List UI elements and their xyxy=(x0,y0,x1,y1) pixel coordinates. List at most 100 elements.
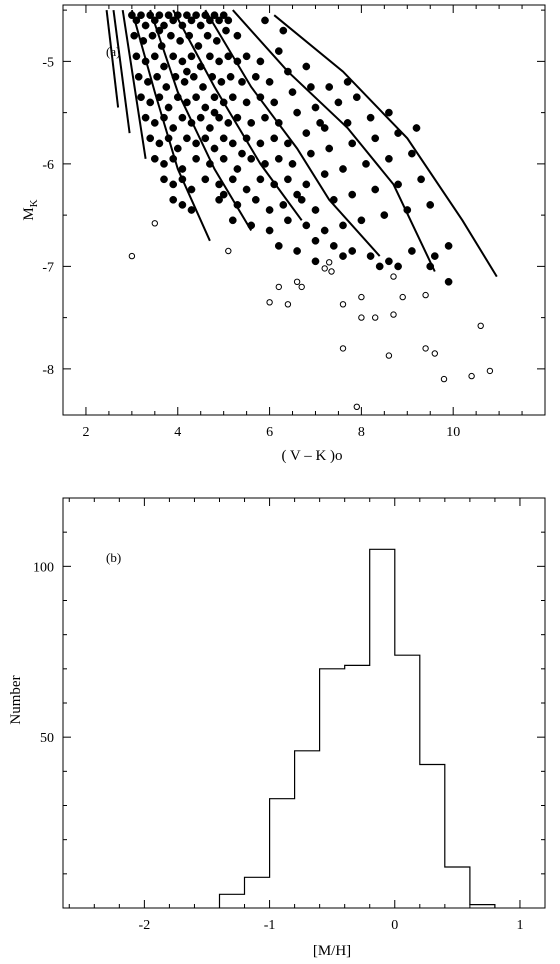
filled-point xyxy=(233,165,242,173)
filled-point xyxy=(153,72,161,81)
filled-point xyxy=(169,52,178,61)
plot-frame-b xyxy=(62,497,546,909)
filled-point xyxy=(208,72,217,81)
filled-point xyxy=(426,262,435,271)
filled-point xyxy=(148,31,157,40)
open-point xyxy=(486,367,494,375)
filled-point xyxy=(164,134,173,143)
filled-point xyxy=(219,11,228,20)
open-point xyxy=(358,293,365,301)
svg-text:MK: MK xyxy=(21,199,40,220)
filled-point xyxy=(426,201,435,209)
x-tick-label-a: 2 xyxy=(82,425,89,440)
filled-point xyxy=(160,113,168,122)
filled-point xyxy=(187,185,196,194)
filled-point xyxy=(150,16,159,25)
filled-point xyxy=(192,139,200,148)
filled-point xyxy=(362,160,370,168)
filled-point xyxy=(203,31,212,40)
open-point xyxy=(390,311,397,318)
filled-point xyxy=(408,247,416,255)
filled-point xyxy=(141,21,150,30)
filled-point xyxy=(173,144,182,153)
isochrone-line-3 xyxy=(130,9,211,242)
filled-point xyxy=(371,185,380,194)
filled-point xyxy=(302,129,311,137)
filled-point xyxy=(162,83,171,91)
filled-point xyxy=(210,144,219,153)
filled-point xyxy=(228,216,237,225)
filled-point xyxy=(224,119,233,127)
filled-point xyxy=(233,113,242,122)
filled-point xyxy=(217,78,226,86)
filled-point xyxy=(183,11,191,20)
filled-point xyxy=(270,98,279,107)
filled-point xyxy=(130,31,139,40)
filled-point xyxy=(128,11,136,20)
open-point xyxy=(339,345,347,352)
filled-point xyxy=(256,139,265,148)
filled-point xyxy=(251,195,260,204)
filled-point xyxy=(343,78,352,86)
filled-point xyxy=(155,11,164,20)
filled-point xyxy=(357,216,366,225)
filled-point xyxy=(238,149,246,158)
scatter-points xyxy=(128,11,494,410)
x-axis-title-a: ( V – K )o xyxy=(281,448,342,464)
open-point xyxy=(353,403,360,410)
filled-point xyxy=(343,119,352,127)
x-tick-label-a: 10 xyxy=(446,425,460,440)
filled-point xyxy=(256,175,265,184)
filled-point xyxy=(348,139,357,148)
filled-point xyxy=(178,113,187,122)
filled-point xyxy=(206,124,214,132)
filled-point xyxy=(134,72,143,81)
y-tick-label-a: -6 xyxy=(42,158,54,173)
axis-ticks-b: -2 -1 0 1 50 100 xyxy=(33,498,545,933)
x-tick-label-b: -2 xyxy=(139,918,151,933)
y-axis-title-sub: K xyxy=(28,199,40,207)
filled-point xyxy=(187,119,196,127)
filled-point xyxy=(196,21,205,30)
open-point xyxy=(422,291,429,299)
isochrone-line-5 xyxy=(172,9,303,221)
filled-point xyxy=(150,119,159,127)
filled-point xyxy=(146,134,155,143)
filled-point xyxy=(219,190,228,199)
filled-point xyxy=(242,185,251,194)
filled-point xyxy=(394,129,402,137)
filled-point xyxy=(274,154,283,163)
filled-point xyxy=(183,67,191,76)
filled-point xyxy=(164,11,173,20)
filled-point xyxy=(178,21,187,30)
filled-point xyxy=(307,149,315,158)
filled-point xyxy=(320,170,329,178)
filled-point xyxy=(412,124,421,132)
x-axis-title-b: [M/H] xyxy=(313,943,351,959)
filled-point xyxy=(155,93,164,102)
filled-point xyxy=(224,52,233,61)
y-tick-label-a: -7 xyxy=(42,260,54,275)
filled-point xyxy=(394,262,402,271)
filled-point xyxy=(141,113,150,122)
filled-point xyxy=(199,83,207,91)
filled-point xyxy=(288,160,297,168)
open-point xyxy=(328,268,335,275)
filled-point xyxy=(284,175,292,184)
filled-point xyxy=(352,93,361,102)
open-point xyxy=(128,252,136,260)
open-point xyxy=(468,372,475,380)
open-point xyxy=(151,220,159,227)
filled-point xyxy=(261,160,269,168)
open-point xyxy=(431,350,438,357)
filled-point xyxy=(178,165,187,173)
filled-point xyxy=(430,252,439,260)
filled-point xyxy=(137,93,145,102)
filled-point xyxy=(173,93,182,102)
filled-point xyxy=(320,124,329,132)
filled-point xyxy=(178,57,187,66)
filled-point xyxy=(274,47,283,55)
y-tick-label-a: -5 xyxy=(42,55,54,70)
filled-point xyxy=(212,37,221,45)
isochrone-line-2 xyxy=(121,9,147,159)
